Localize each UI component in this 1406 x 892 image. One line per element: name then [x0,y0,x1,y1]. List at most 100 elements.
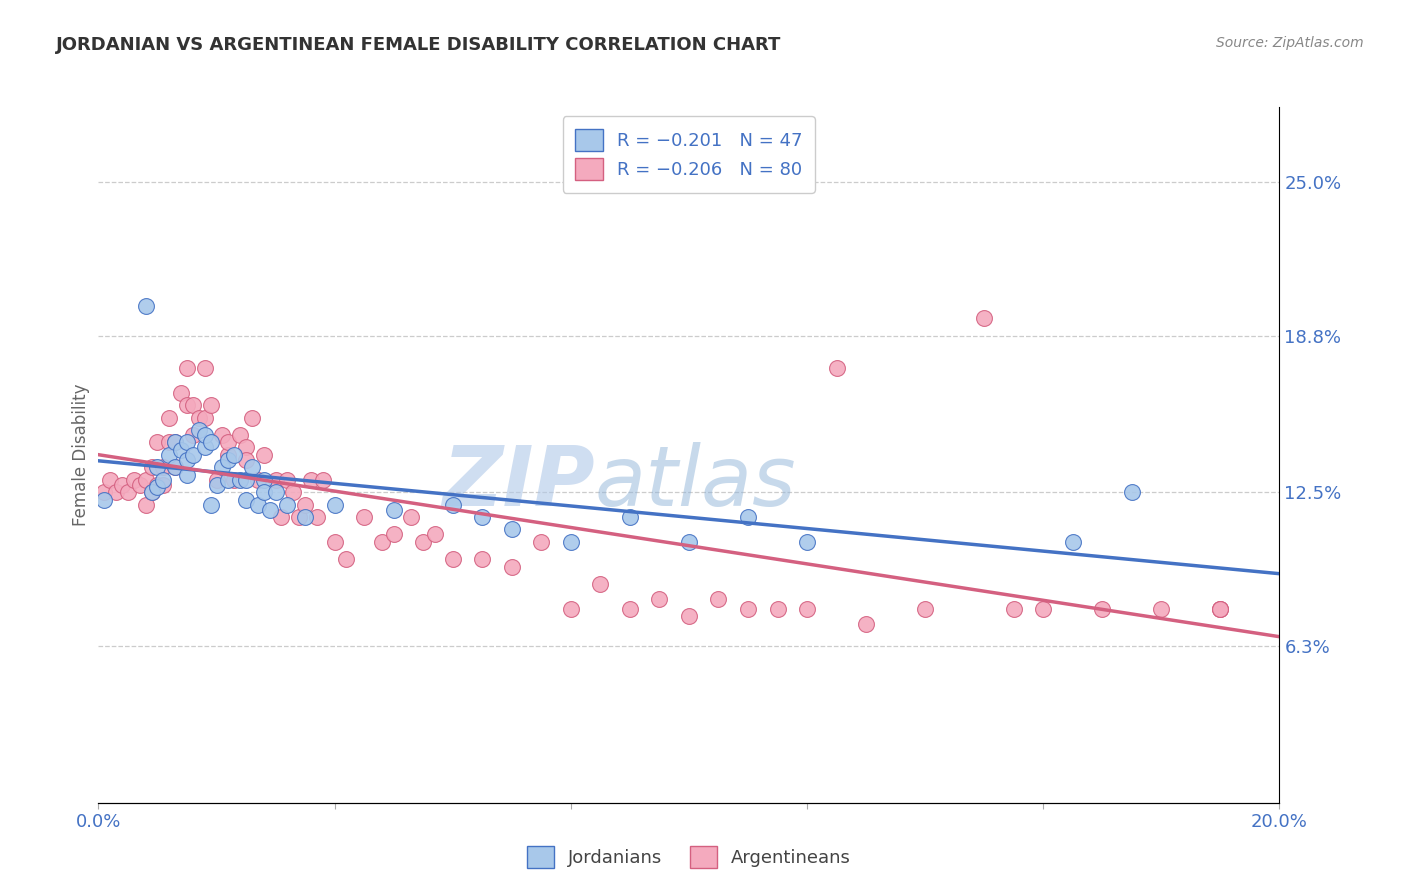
Point [187,410,209,425]
Point [530,535,553,549]
Point [194,361,217,376]
Point [217,453,239,467]
Point [353,510,375,524]
Point [152,473,174,487]
Point [211,460,233,475]
Point [235,473,257,487]
Point [181,398,204,412]
Point [471,552,494,566]
Point [1209,602,1232,616]
Point [122,473,145,487]
Point [176,453,198,467]
Point [246,498,269,512]
Point [707,592,730,607]
Point [766,602,789,616]
Point [205,477,228,491]
Point [240,410,263,425]
Point [229,473,252,487]
Point [200,498,222,512]
Point [796,602,818,616]
Y-axis label: Female Disability: Female Disability [72,384,90,526]
Point [312,473,335,487]
Point [200,435,222,450]
Point [382,502,405,516]
Point [264,473,287,487]
Point [270,510,292,524]
Point [305,510,328,524]
Point [211,428,233,442]
Point [276,473,298,487]
Point [1002,602,1025,616]
Point [141,485,163,500]
Text: JORDANIAN VS ARGENTINEAN FEMALE DISABILITY CORRELATION CHART: JORDANIAN VS ARGENTINEAN FEMALE DISABILI… [56,36,782,54]
Point [93,485,115,500]
Point [135,299,157,313]
Point [135,473,157,487]
Point [194,428,217,442]
Point [1209,602,1232,616]
Point [176,467,198,482]
Point [176,398,198,412]
Point [217,448,239,462]
Point [1091,602,1114,616]
Point [619,510,641,524]
Point [253,485,276,500]
Point [253,473,276,487]
Point [141,485,163,500]
Point [560,535,582,549]
Point [648,592,671,607]
Point [737,602,759,616]
Point [471,510,494,524]
Point [157,410,180,425]
Point [441,498,464,512]
Point [176,435,198,450]
Point [181,448,204,462]
Point [117,485,139,500]
Point [294,498,316,512]
Point [224,448,246,462]
Point [152,460,174,475]
Point [382,527,405,541]
Point [240,460,263,475]
Point [825,361,848,376]
Point [973,311,995,326]
Point [283,485,305,500]
Point [1032,602,1054,616]
Point [146,435,169,450]
Point [441,552,464,566]
Point [194,441,217,455]
Point [146,460,169,475]
Point [98,473,121,487]
Point [678,535,700,549]
Point [105,485,128,500]
Point [246,473,269,487]
Point [146,477,169,491]
Point [165,460,187,475]
Point [165,435,187,450]
Point [1062,535,1084,549]
Point [288,510,311,524]
Point [501,523,523,537]
Point [152,477,174,491]
Point [165,460,187,475]
Point [170,442,193,457]
Point [560,602,582,616]
Point [135,498,157,512]
Point [170,385,193,400]
Point [176,361,198,376]
Point [200,398,222,412]
Text: ZIP: ZIP [441,442,595,524]
Point [294,510,316,524]
Point [276,498,298,512]
Text: Source: ZipAtlas.com: Source: ZipAtlas.com [1216,36,1364,50]
Point [235,453,257,467]
Point [914,602,936,616]
Point [181,428,204,442]
Point [217,473,239,487]
Point [619,602,641,616]
Point [796,535,818,549]
Legend: Jordanians, Argentineans: Jordanians, Argentineans [517,838,860,877]
Point [423,527,446,541]
Point [157,448,180,462]
Point [235,492,257,507]
